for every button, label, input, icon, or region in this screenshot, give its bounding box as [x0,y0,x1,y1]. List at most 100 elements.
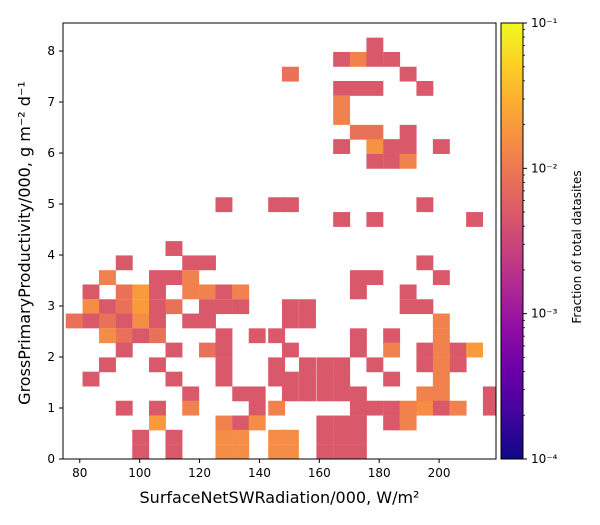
heatmap-cell [299,313,316,329]
x-tick-label: 120 [188,466,211,480]
heatmap-cell [333,371,351,387]
heatmap-cell [316,415,334,431]
y-tick-label: 7 [47,95,55,109]
heatmap-cell [182,284,200,300]
heatmap-cell [349,444,367,460]
colorbar-tick-label: 10⁻² [531,161,558,175]
heatmap-cell [149,415,166,431]
heatmap-cell [215,357,233,373]
heatmap-cell [132,429,150,445]
heatmap-cell [349,328,367,344]
heatmap-cell [316,371,334,387]
heatmap-cell [199,299,216,315]
heatmap-cell [281,342,299,358]
heatmap-cell [432,313,450,329]
heatmap-cell [215,371,233,387]
heatmap-cell [165,299,183,315]
heatmap-cell [416,342,434,358]
heatmap-cell [383,371,401,387]
heatmap-cell [299,357,316,373]
heatmap-cell [199,255,216,271]
heatmap-cell [232,415,250,431]
heatmap-cell [149,400,166,416]
heatmap-cell [399,400,417,416]
heatmap-cell [165,371,183,387]
heatmap-cell [82,371,100,387]
heatmap-cell [115,328,133,344]
heatmap-cell [199,342,216,358]
heatmap-cell [399,284,417,300]
heatmap-cell [349,342,367,358]
heatmap-cell [366,270,384,286]
heatmap-cell [248,386,266,402]
heatmap-cell [165,241,183,256]
heatmap-cell [149,357,166,373]
y-axis-ticks: 0 1 2 3 4 5 6 7 8 [47,44,63,466]
heatmap-cell [399,66,417,82]
heatmap-cell [449,400,467,416]
heatmap-cell [232,429,250,445]
y-tick-label: 0 [47,452,55,466]
heatmap-cell [333,357,351,373]
heatmap-cell [299,386,316,402]
heatmap-cell [299,299,316,315]
heatmap-cell [115,313,133,329]
heatmap-cell [383,139,401,154]
heatmap-cell [333,81,351,96]
heatmap-cell [366,357,384,373]
heatmap-cell [99,328,116,344]
heatmap-cell [416,255,434,271]
x-tick-label: 200 [428,466,451,480]
heatmap-cell [349,124,367,140]
heatmap-cell [232,299,250,315]
heatmap-cell [215,284,233,300]
heatmap-cell [149,328,166,344]
heatmap-cell [333,95,351,111]
heatmap-cell [268,197,286,213]
heatmap-cell [333,110,351,125]
heatmap-cell [215,328,233,344]
heatmap-cell [165,270,183,286]
heatmap-cell [366,212,384,227]
heatmap-cell [281,429,299,445]
heatmap-cell [399,139,417,154]
heatmap-cell [349,386,367,402]
heatmap-cell [182,386,200,402]
heatmap-cell [199,284,216,300]
heatmap-cell [349,415,367,431]
colorbar-tick-label: 10⁻³ [531,307,558,321]
colorbar-tick-label: 10⁻¹ [531,16,558,30]
heatmap-cell [432,139,450,154]
x-tick-label: 140 [248,466,271,480]
heatmap-cell [268,429,286,445]
heatmap-cell [333,212,351,227]
heatmap-cell [383,153,401,169]
heatmap-cell [482,386,497,402]
heatmap-cell [82,313,100,329]
heatmap-cell [432,357,450,373]
heatmap-cell [281,444,299,460]
heatmap-cell [115,255,133,271]
heatmap-cell [416,299,434,315]
heatmap-cells [65,37,497,460]
heatmap-cell [399,153,417,169]
heatmap-cell [149,299,166,315]
colorbar-label: Fraction of total datasites [570,170,584,323]
heatmap-cell [316,357,334,373]
heatmap-cell [215,197,233,213]
y-tick-label: 3 [47,299,55,313]
heatmap-cell [466,212,484,227]
heatmap-cell [449,342,467,358]
heatmap-cell [366,153,384,169]
heatmap-cell [449,357,467,373]
heatmap-cell [383,342,401,358]
heatmap-cell [349,270,367,286]
heatmap-cell [248,328,266,344]
heatmap-cell [99,313,116,329]
heatmap-cell [248,400,266,416]
heatmap-cell [232,444,250,460]
heatmap-cell [268,328,286,344]
heatmap-cell [99,357,116,373]
heatmap-cell [281,371,299,387]
heatmap-cell [199,313,216,329]
